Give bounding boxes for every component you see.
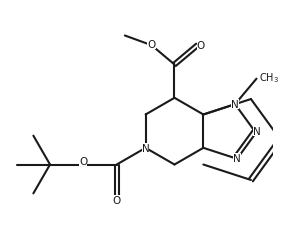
Text: N: N (233, 153, 241, 164)
Text: O: O (113, 195, 121, 205)
Text: N: N (142, 143, 149, 153)
Text: O: O (79, 156, 87, 167)
Text: N: N (253, 127, 261, 137)
Text: O: O (197, 41, 205, 51)
Text: CH$_3$: CH$_3$ (259, 71, 279, 85)
Text: O: O (147, 39, 156, 49)
Text: N: N (231, 100, 239, 110)
